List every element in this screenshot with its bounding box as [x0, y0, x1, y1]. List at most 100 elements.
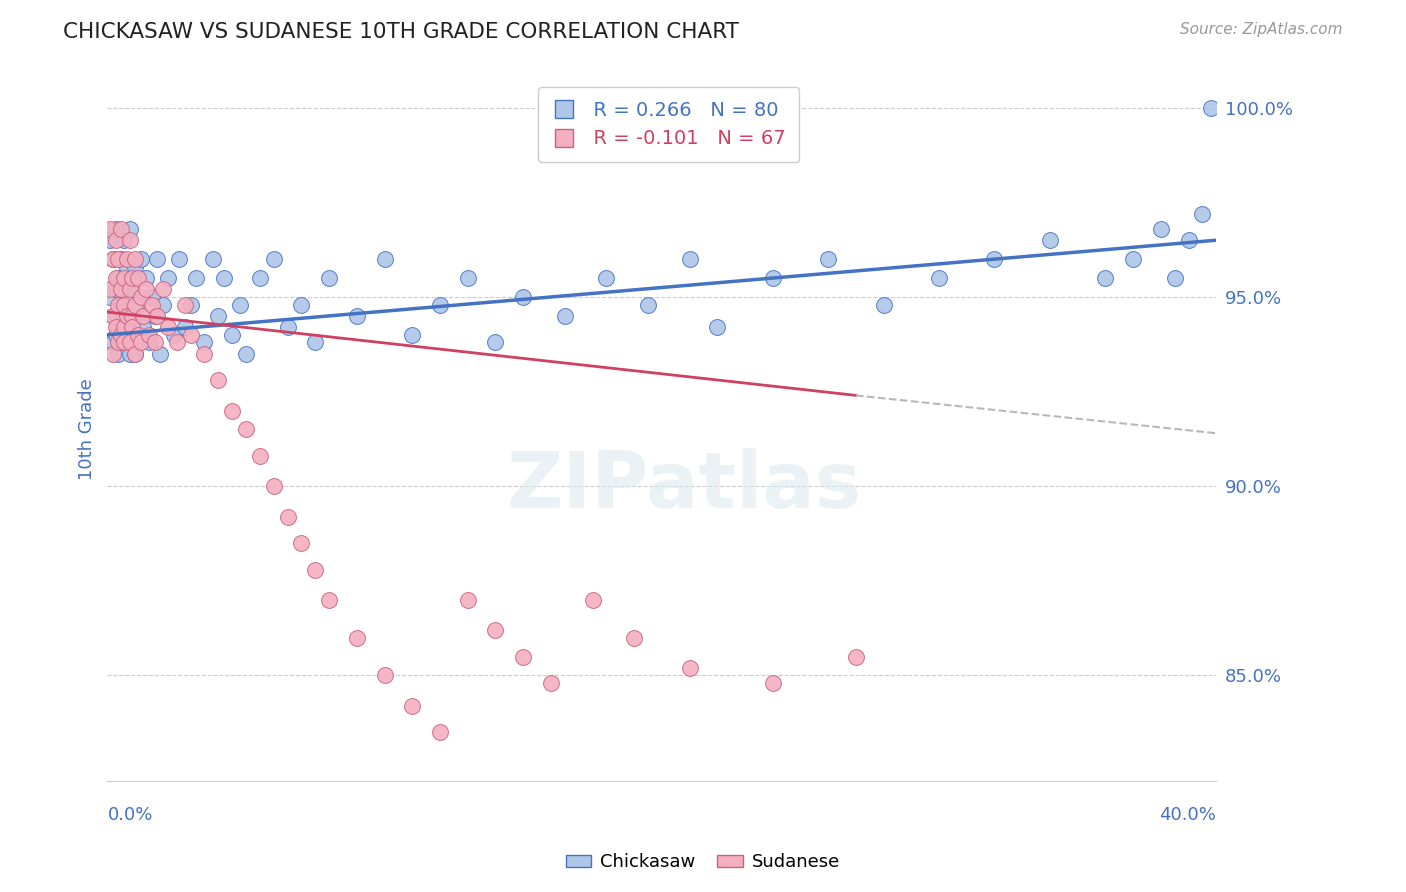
Point: [983, 252, 1005, 267]
Point: [277, 509, 299, 524]
Point: [124, 252, 146, 267]
Point: [277, 320, 299, 334]
Point: [429, 725, 451, 739]
Point: [678, 252, 700, 267]
Point: [124, 347, 146, 361]
Point: [101, 309, 124, 323]
Point: [129, 252, 152, 267]
Point: [581, 592, 603, 607]
Point: [132, 320, 155, 334]
Point: [112, 271, 135, 285]
Point: [157, 320, 180, 334]
Point: [110, 297, 132, 311]
Point: [121, 320, 143, 334]
Point: [169, 252, 191, 267]
Point: [138, 327, 160, 342]
Point: [124, 260, 146, 274]
Point: [132, 309, 155, 323]
Point: [235, 347, 257, 361]
Point: [429, 297, 451, 311]
Text: ZIPatlas: ZIPatlas: [506, 448, 862, 524]
Point: [143, 335, 166, 350]
Point: [149, 347, 172, 361]
Point: [107, 271, 129, 285]
Point: [118, 347, 141, 361]
Point: [135, 282, 157, 296]
Point: [374, 668, 396, 682]
Point: [263, 252, 285, 267]
Text: CHICKASAW VS SUDANESE 10TH GRADE CORRELATION CHART: CHICKASAW VS SUDANESE 10TH GRADE CORRELA…: [63, 22, 740, 42]
Point: [112, 297, 135, 311]
Point: [124, 347, 146, 361]
Point: [484, 623, 506, 637]
Point: [112, 335, 135, 350]
Point: [129, 335, 152, 350]
Point: [1199, 101, 1222, 115]
Point: [249, 449, 271, 463]
Point: [104, 282, 127, 296]
Point: [107, 297, 129, 311]
Point: [152, 282, 174, 296]
Point: [1094, 271, 1116, 285]
Point: [104, 271, 127, 285]
Text: 0.0%: 0.0%: [107, 806, 153, 824]
Point: [174, 297, 197, 311]
Point: [121, 271, 143, 285]
Point: [249, 271, 271, 285]
Point: [1039, 233, 1062, 247]
Point: [290, 536, 312, 550]
Point: [166, 335, 188, 350]
Point: [118, 282, 141, 296]
Point: [457, 271, 479, 285]
Point: [457, 592, 479, 607]
Point: [212, 271, 235, 285]
Point: [107, 252, 129, 267]
Point: [107, 320, 129, 334]
Point: [101, 309, 124, 323]
Point: [110, 252, 132, 267]
Point: [484, 335, 506, 350]
Point: [678, 661, 700, 675]
Point: [1191, 207, 1213, 221]
Point: [112, 320, 135, 334]
Point: [112, 233, 135, 247]
Point: [318, 271, 340, 285]
Point: [207, 309, 229, 323]
Legend:   R = 0.266   N = 80,   R = -0.101   N = 67: R = 0.266 N = 80, R = -0.101 N = 67: [538, 87, 800, 162]
Point: [143, 309, 166, 323]
Point: [401, 327, 423, 342]
Point: [110, 335, 132, 350]
Point: [817, 252, 839, 267]
Point: [374, 252, 396, 267]
Point: [180, 297, 202, 311]
Point: [146, 252, 169, 267]
Point: [146, 309, 169, 323]
Point: [512, 290, 534, 304]
Point: [304, 335, 326, 350]
Point: [107, 347, 129, 361]
Point: [207, 373, 229, 387]
Point: [141, 290, 163, 304]
Text: Source: ZipAtlas.com: Source: ZipAtlas.com: [1180, 22, 1343, 37]
Point: [129, 290, 152, 304]
Point: [115, 309, 138, 323]
Point: [115, 252, 138, 267]
Point: [706, 320, 728, 334]
Point: [98, 282, 121, 296]
Point: [110, 327, 132, 342]
Point: [1163, 271, 1185, 285]
Point: [98, 290, 121, 304]
Point: [163, 327, 186, 342]
Point: [101, 252, 124, 267]
Legend: Chickasaw, Sudanese: Chickasaw, Sudanese: [560, 847, 846, 879]
Point: [304, 562, 326, 576]
Point: [121, 320, 143, 334]
Point: [401, 698, 423, 713]
Point: [118, 233, 141, 247]
Point: [104, 222, 127, 236]
Point: [928, 271, 950, 285]
Point: [1150, 222, 1173, 236]
Point: [318, 592, 340, 607]
Point: [346, 631, 368, 645]
Point: [104, 233, 127, 247]
